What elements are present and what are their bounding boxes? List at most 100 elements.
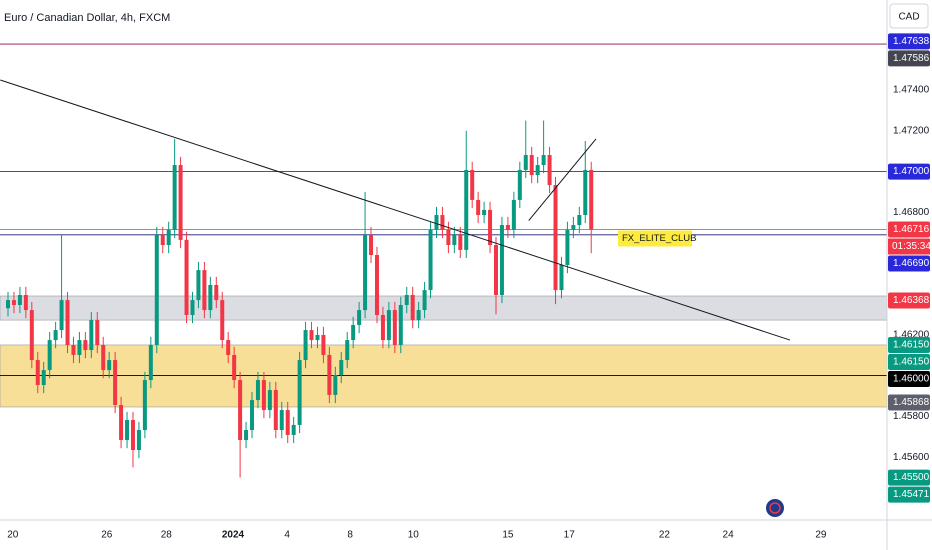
candle-body — [458, 235, 463, 250]
candle-body — [565, 229, 570, 265]
candle-body — [482, 209, 487, 216]
candle-body — [404, 294, 409, 305]
x-tick-label: 2024 — [222, 530, 245, 541]
candle-body — [416, 310, 421, 321]
x-tick-label: 22 — [659, 530, 671, 541]
price-badge-label: 1.45500 — [893, 472, 930, 483]
price-badge — [888, 353, 930, 370]
candle-body — [321, 334, 326, 355]
candle-body — [29, 310, 34, 361]
candle-body — [232, 354, 237, 381]
candle-body — [77, 340, 82, 355]
candle-body — [410, 294, 415, 321]
candle-body — [125, 420, 130, 441]
candle-body — [279, 410, 284, 431]
candle-body — [89, 320, 94, 351]
candle-body — [23, 294, 28, 311]
candle-body — [148, 344, 153, 381]
candle-body — [553, 185, 558, 291]
y-tick-label: 1.46200 — [893, 329, 930, 340]
candle-body — [428, 229, 433, 291]
candle-body — [6, 300, 11, 309]
candle-body — [357, 310, 362, 325]
y-tick-label: 1.45800 — [893, 411, 930, 422]
candle-body — [166, 229, 171, 246]
price-badge — [888, 292, 930, 309]
candle-body — [107, 360, 112, 371]
candle-body — [130, 420, 135, 451]
candle-body — [505, 225, 510, 230]
candle-body — [95, 320, 100, 345]
candle-body — [339, 360, 344, 375]
x-tick-label: 26 — [101, 530, 113, 541]
candle-body — [303, 330, 308, 361]
price-badge-label: 1.46368 — [893, 295, 930, 306]
price-badge-label: 1.45868 — [893, 397, 930, 408]
price-badge-label: 1.46150 — [893, 340, 930, 351]
candle-body — [309, 330, 314, 341]
x-tick-label: 20 — [7, 530, 19, 541]
candle-body — [83, 340, 88, 351]
candle-body — [392, 310, 397, 345]
candle-body — [571, 225, 576, 230]
currency-box[interactable] — [889, 3, 929, 29]
candle-body — [488, 209, 493, 246]
trend-line — [0, 79, 791, 341]
candle-body — [65, 300, 70, 345]
candle-body — [470, 169, 475, 200]
candle-body — [464, 169, 469, 250]
candle-body — [142, 380, 147, 431]
candle-body — [184, 239, 189, 315]
candle-body — [172, 165, 177, 230]
price-badge-label: 1.47000 — [893, 166, 930, 177]
candle-body — [11, 300, 16, 305]
candle-body — [333, 374, 338, 395]
currency[interactable]: CAD — [898, 12, 919, 23]
x-tick-label: 15 — [502, 530, 514, 541]
candle-body — [583, 169, 588, 216]
candle-body — [41, 370, 46, 385]
candle-body — [136, 430, 141, 451]
candle-body — [315, 334, 320, 341]
price-badge-label: 1.46690 — [893, 258, 930, 269]
price-badge-label: 1.46000 — [893, 374, 930, 385]
candle-body — [178, 165, 183, 240]
candle-body — [196, 270, 201, 301]
candle-body — [71, 344, 76, 355]
candle-body — [250, 400, 255, 431]
candle-body — [220, 300, 225, 341]
candle-body — [499, 225, 504, 295]
candle-body — [267, 390, 272, 411]
price-badge-label: 1.46716 — [893, 224, 930, 235]
candle-body — [351, 324, 356, 341]
price-badge-label: 1.45471 — [893, 489, 930, 500]
candle-body — [345, 340, 350, 361]
candle-body — [577, 215, 582, 226]
zone — [0, 295, 888, 321]
candle-body — [541, 155, 546, 166]
candle-body — [434, 215, 439, 230]
candle-body — [380, 314, 385, 341]
candle-body — [202, 270, 207, 311]
logo-icon[interactable] — [766, 499, 784, 517]
candle-body — [160, 235, 165, 246]
candle-body — [238, 380, 243, 441]
x-tick-label: 8 — [347, 530, 353, 541]
candle-body — [422, 290, 427, 311]
candle-body — [154, 235, 159, 345]
candle-body — [226, 340, 231, 355]
candle-body — [59, 300, 64, 331]
price-badge — [888, 394, 930, 411]
x-tick-label: 10 — [408, 530, 420, 541]
y-tick-label: 1.47200 — [893, 125, 930, 136]
candle-body — [47, 340, 52, 371]
x-tick-label: 4 — [284, 530, 290, 541]
candle-body — [363, 235, 368, 311]
annotation-box — [618, 230, 693, 247]
x-tick-label: 17 — [564, 530, 576, 541]
x-tick-label: 24 — [723, 530, 735, 541]
candle-body — [446, 229, 451, 246]
candle-body — [53, 330, 58, 341]
candle-body — [547, 155, 552, 186]
price-badge — [888, 33, 930, 50]
